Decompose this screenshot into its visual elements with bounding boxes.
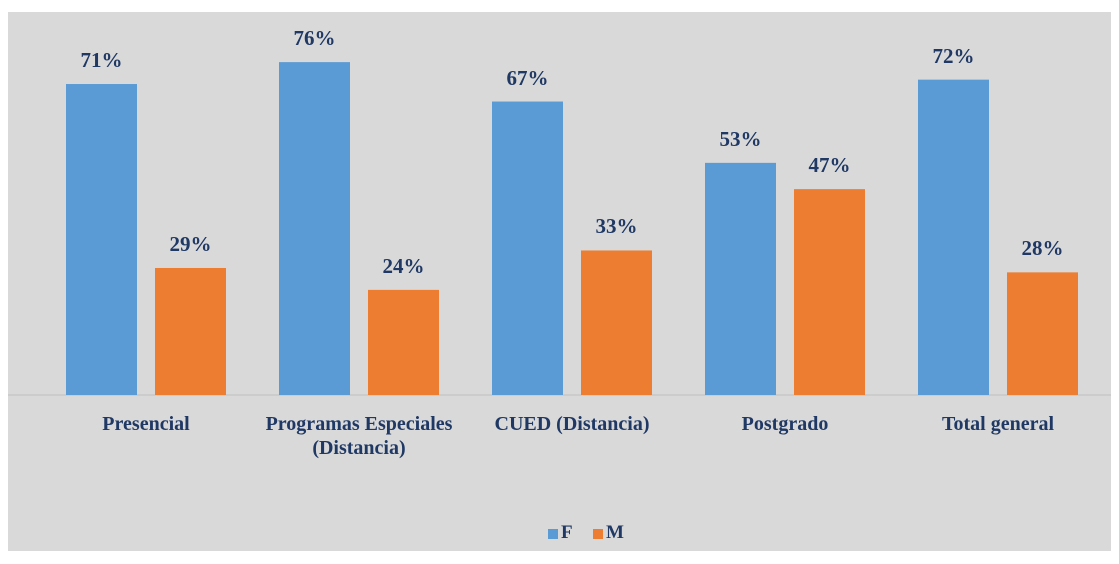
- bar: [155, 267, 226, 395]
- x-tick-label: CUED (Distancia): [494, 413, 650, 435]
- data-label: 76%: [293, 26, 336, 51]
- data-label: 47%: [808, 153, 851, 178]
- data-label: 24%: [382, 253, 425, 278]
- bar: [918, 79, 989, 395]
- legend-swatch: [593, 529, 603, 539]
- bar: [279, 62, 350, 396]
- bar: [1007, 272, 1078, 395]
- legend-label: F: [561, 522, 573, 543]
- data-label: 33%: [595, 214, 638, 239]
- x-tick-label: Presencial: [102, 413, 190, 435]
- bar: [705, 162, 776, 395]
- legend-swatch: [548, 529, 558, 539]
- bar: [368, 289, 439, 395]
- data-label: 28%: [1021, 236, 1064, 261]
- data-label: 72%: [932, 43, 975, 68]
- bar: [492, 101, 563, 395]
- bar: [66, 84, 137, 396]
- legend-label: M: [606, 522, 624, 543]
- bar: [794, 189, 865, 395]
- data-label: 67%: [506, 65, 549, 90]
- x-tick-label: Programas Especiales (Distancia): [265, 413, 453, 459]
- bar: [581, 250, 652, 395]
- data-label: 71%: [80, 48, 123, 73]
- x-tick-label: Total general: [941, 413, 1055, 435]
- data-label: 29%: [169, 231, 212, 256]
- data-label: 53%: [719, 126, 762, 151]
- x-tick-label: Postgrado: [741, 413, 829, 435]
